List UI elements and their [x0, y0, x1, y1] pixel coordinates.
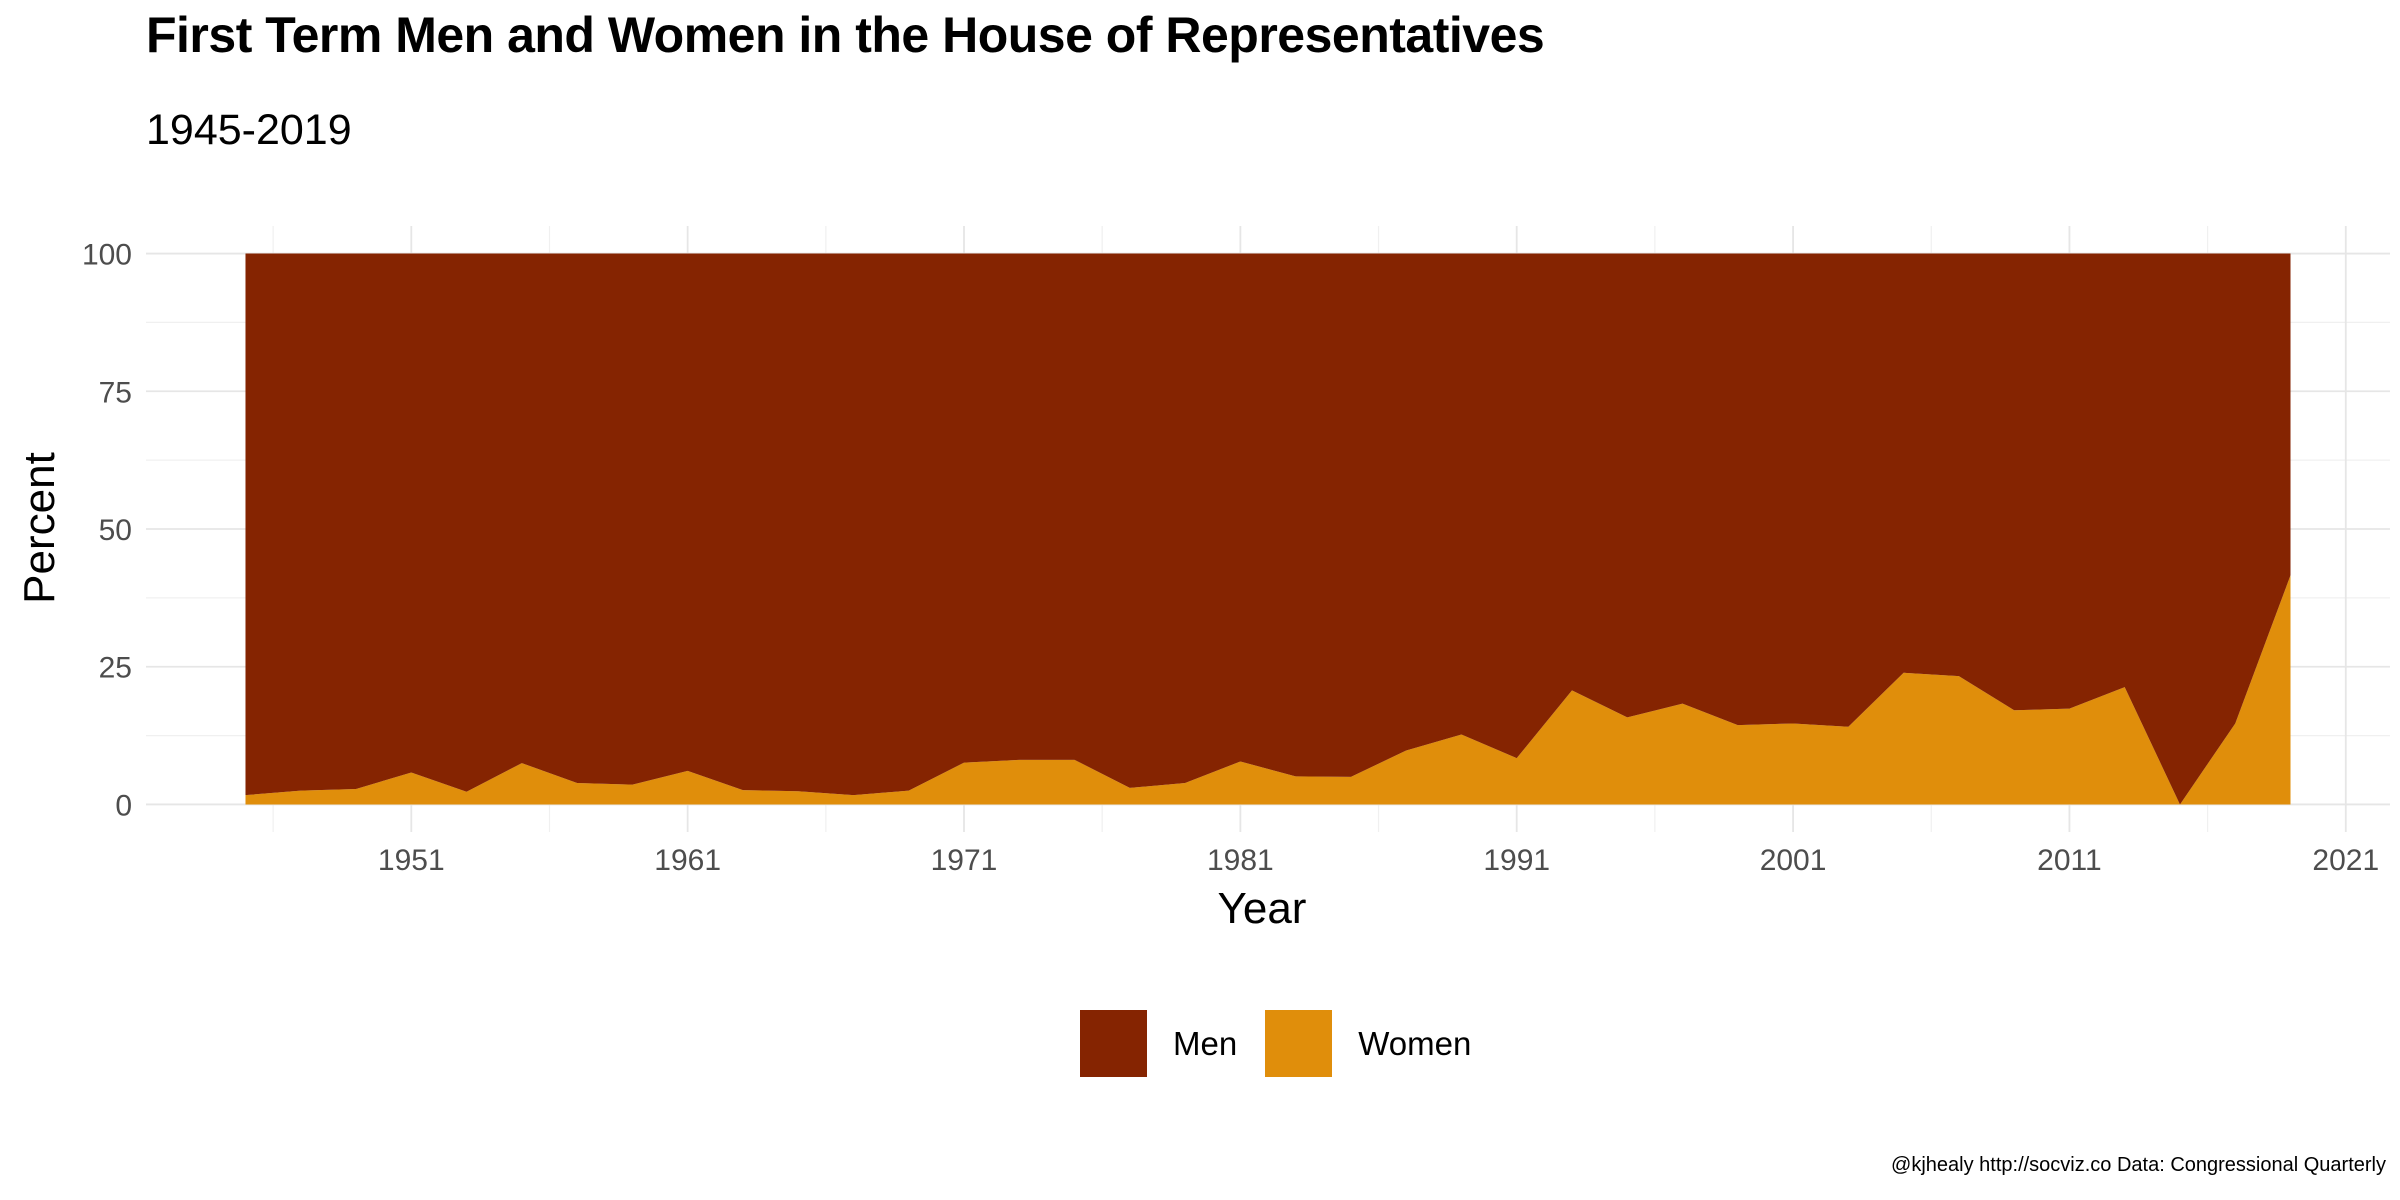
- legend-swatch-women: [1265, 1010, 1333, 1077]
- area-men: [245, 253, 2291, 805]
- legend: Men Women: [1080, 1010, 1499, 1077]
- x-tick-label: 2001: [1760, 844, 1827, 877]
- x-tick-label: 1981: [1207, 844, 1274, 877]
- area-women: [245, 575, 2291, 805]
- y-tick-label: 75: [99, 376, 132, 409]
- chart-subtitle: 1945-2019: [146, 106, 352, 154]
- x-tick-label: 2011: [2037, 844, 2102, 877]
- y-tick-label: 0: [115, 789, 132, 822]
- legend-item-men: Men: [1080, 1010, 1237, 1077]
- y-tick-label: 50: [99, 514, 132, 547]
- x-tick-label: 2021: [2312, 844, 2379, 877]
- y-axis-title: Percent: [15, 452, 64, 604]
- legend-label-women: Women: [1358, 1024, 1472, 1062]
- legend-item-women: Women: [1265, 1010, 1471, 1077]
- caption: @kjhealy http://socviz.co Data: Congress…: [1891, 1154, 2386, 1176]
- x-tick-label: 1961: [654, 844, 721, 877]
- legend-swatch-men: [1080, 1010, 1147, 1077]
- x-tick-label: 1971: [931, 844, 998, 877]
- y-tick-label: 100: [82, 239, 132, 272]
- x-axis-title: Year: [1218, 884, 1307, 933]
- y-tick-label: 25: [99, 652, 132, 685]
- chart-title: First Term Men and Women in the House of…: [146, 7, 1545, 63]
- x-tick-label: 1991: [1483, 844, 1550, 877]
- legend-label-men: Men: [1173, 1024, 1238, 1062]
- tick-layer: 0 25 50 75 100 1951 1961 1971 1981 1991 2001 2011 20…: [82, 239, 2379, 877]
- x-tick-label: 1951: [378, 844, 445, 877]
- area-layer: [245, 253, 2291, 805]
